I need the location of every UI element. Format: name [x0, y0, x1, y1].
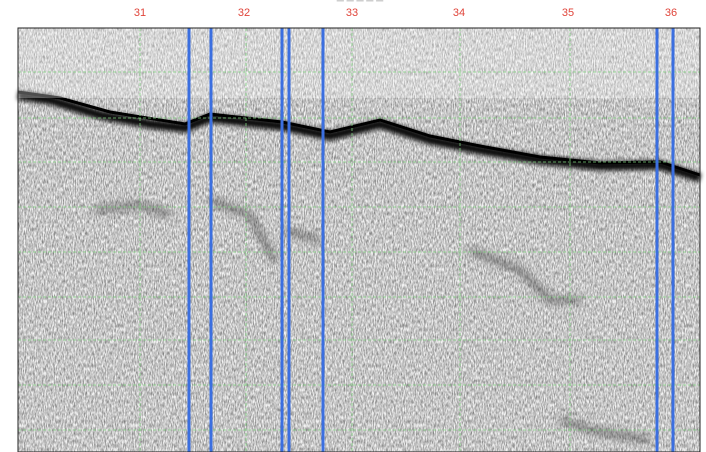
- header-fragment: ─ ─ ─ ─ ─: [336, 0, 384, 7]
- profile-image: [18, 28, 700, 452]
- profile-view: ─ ─ ─ ─ ─ 31 32 33 34 35 36: [0, 0, 706, 452]
- section-marker: 36: [665, 7, 677, 19]
- section-marker: 32: [238, 7, 250, 19]
- section-marker: 34: [453, 7, 465, 19]
- section-marker: 33: [346, 7, 358, 19]
- section-marker: 35: [562, 7, 574, 19]
- section-marker: 31: [134, 7, 146, 19]
